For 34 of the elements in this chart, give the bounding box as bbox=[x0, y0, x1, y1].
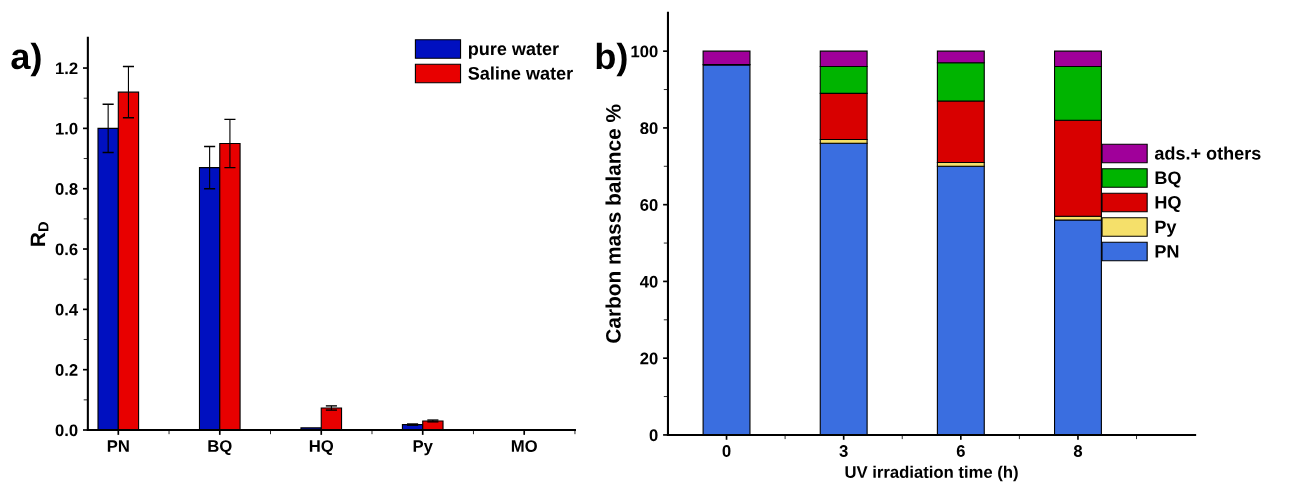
y-tick-label: 1.2 bbox=[56, 62, 78, 75]
y-tick-label: 0.6 bbox=[55, 243, 78, 256]
x-tick-label: Py bbox=[413, 440, 433, 456]
y-tick-label: 20 bbox=[640, 352, 658, 365]
y-axis-title: R$_{D}$ bbox=[30, 222, 49, 246]
legend-label: Saline water bbox=[468, 66, 573, 80]
legend-label: HQ bbox=[1155, 195, 1181, 213]
y-tick-label: 0.4 bbox=[55, 303, 79, 316]
y-tick-label: 1.0 bbox=[56, 122, 78, 135]
legend-label: ads.+ others bbox=[1154, 146, 1261, 160]
y-axis-title: Carbon mass balance % bbox=[605, 104, 621, 343]
y-tick-label: 0.2 bbox=[55, 364, 78, 376]
x-tick-label: 3 bbox=[839, 445, 848, 457]
x-tick-label: 8 bbox=[1073, 445, 1083, 457]
legend-label: pure water bbox=[468, 43, 559, 59]
legend-label: Py bbox=[1155, 220, 1177, 237]
x-tick-label: 6 bbox=[956, 445, 965, 457]
y-tick-label: 0 bbox=[649, 429, 658, 442]
x-tick-label: 0 bbox=[722, 445, 731, 457]
y-tick-label: 0.8 bbox=[55, 183, 78, 195]
text: b) bbox=[596, 42, 627, 77]
y-tick-label: 40 bbox=[639, 275, 658, 288]
x-tick-label: PN bbox=[107, 440, 129, 452]
text: a) bbox=[11, 42, 41, 77]
legend-label: BQ bbox=[1155, 171, 1181, 188]
y-tick-label: 80 bbox=[640, 122, 658, 135]
x-tick-label: BQ bbox=[208, 440, 232, 456]
y-tick-label: 60 bbox=[640, 199, 658, 211]
y-tick-label: 100 bbox=[631, 45, 658, 58]
x-axis-title: UV irradiation time (h) bbox=[845, 465, 1018, 482]
x-tick-label: HQ bbox=[309, 440, 334, 456]
y-tick-label: 0.0 bbox=[55, 424, 78, 437]
legend-label: PN bbox=[1155, 245, 1179, 258]
x-tick-label: MO bbox=[511, 440, 537, 452]
